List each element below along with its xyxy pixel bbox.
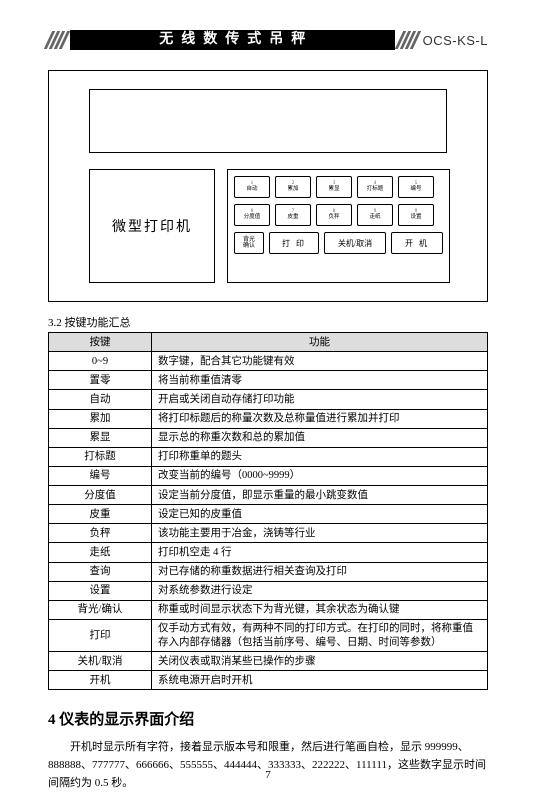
key-name-cell: 分度值 [49,486,152,505]
key-function-cell: 对系统参数进行设定 [152,581,488,600]
key-function-cell: 改变当前的编号（0000~9999） [152,466,488,485]
key-settings[interactable]: 0设置 [398,204,434,226]
key-name-cell: 关机/取消 [49,652,152,671]
key-name-cell: 走纸 [49,543,152,562]
key-function-cell: 设定已知的皮重值 [152,505,488,524]
key-function-cell: 开启或关闭自动存储打印功能 [152,390,488,409]
key-name-cell: 累显 [49,428,152,447]
device-diagram: 微型打印机 1自动 2累加 3累显 4打标题 5编号 6分度值 7皮重 8负秤 … [48,70,488,302]
function-table: 按键 功能 0~9数字键，配合其它功能键有效置零将当前称重值清零自动开启或关闭自… [48,332,488,690]
section-heading: 4 仪表的显示界面介绍 [48,708,488,729]
key-negative[interactable]: 8负秤 [316,204,352,226]
table-row: 开机系统电源开启时开机 [49,671,488,690]
key-auto[interactable]: 1自动 [234,176,270,198]
key-backlight-confirm[interactable]: 背光 确认 [234,232,264,254]
table-row: 查询对已存储的称重数据进行相关查询及打印 [49,562,488,581]
key-function-cell: 称重或时间显示状态下为背光键，其余状态为确认键 [152,600,488,619]
key-off-cancel[interactable]: 关机/取消 [324,232,386,254]
key-name-cell: 皮重 [49,505,152,524]
model-label: OCS-KS-L [423,33,488,48]
key-function-cell: 打印机空走 4 行 [152,543,488,562]
key-print-title[interactable]: 4打标题 [357,176,393,198]
table-row: 打印仅手动方式有效，有两种不同的打印方式。在打印的同时，将称重值存入内部存储器（… [49,619,488,651]
table-row: 分度值设定当前分度值，即显示重量的最小跳变数值 [49,486,488,505]
key-name-cell: 累加 [49,409,152,428]
key-name-cell: 打印 [49,619,152,651]
page-header: 无线数传式吊秤 OCS-KS-L [48,28,488,52]
key-on[interactable]: 开 机 [391,232,443,254]
key-function-cell: 该功能主要用于冶金，浇铸等行业 [152,524,488,543]
key-name-cell: 查询 [49,562,152,581]
key-tare[interactable]: 7皮重 [275,204,311,226]
key-name-cell: 负秤 [49,524,152,543]
header-hatch-right [394,31,420,49]
table-row: 设置对系统参数进行设定 [49,581,488,600]
key-function-cell: 系统电源开启时开机 [152,671,488,690]
key-name-cell: 设置 [49,581,152,600]
key-division[interactable]: 6分度值 [234,204,270,226]
key-function-cell: 对已存储的称重数据进行相关查询及打印 [152,562,488,581]
table-row: 关机/取消关闭仪表或取消某些已操作的步骤 [49,652,488,671]
key-name-cell: 自动 [49,390,152,409]
table-row: 置零将当前称重值清零 [49,371,488,390]
table-row: 走纸打印机空走 4 行 [49,543,488,562]
body-paragraph: 开机时显示所有字符，接着显示版本号和限重，然后进行笔画自检，显示 999999、… [48,739,488,792]
table-row: 编号改变当前的编号（0000~9999） [49,466,488,485]
table-row: 自动开启或关闭自动存储打印功能 [49,390,488,409]
key-function-cell: 关闭仪表或取消某些已操作的步骤 [152,652,488,671]
key-function-cell: 设定当前分度值，即显示重量的最小跳变数值 [152,486,488,505]
th-function: 功能 [152,333,488,352]
key-name-cell: 置零 [49,371,152,390]
printer-label: 微型打印机 [112,216,192,236]
table-row: 皮重设定已知的皮重值 [49,505,488,524]
key-number[interactable]: 5编号 [398,176,434,198]
header-hatch-left [44,31,70,49]
display-window [89,89,447,153]
key-total-display[interactable]: 3累显 [316,176,352,198]
key-name-cell: 打标题 [49,447,152,466]
key-function-cell: 打印称重单的题头 [152,447,488,466]
table-row: 0~9数字键，配合其它功能键有效 [49,352,488,371]
key-feed-paper[interactable]: 9走纸 [357,204,393,226]
key-name-cell: 开机 [49,671,152,690]
table-caption: 3.2 按键功能汇总 [48,314,488,330]
key-function-cell: 显示总的称重次数和总的累加值 [152,428,488,447]
key-print[interactable]: 打 印 [269,232,319,254]
table-row: 累加将打印标题后的称量次数及总称量值进行累加并打印 [49,409,488,428]
page-number: 7 [0,769,536,781]
key-function-cell: 数字键，配合其它功能键有效 [152,352,488,371]
key-accumulate[interactable]: 2累加 [275,176,311,198]
key-name-cell: 背光/确认 [49,600,152,619]
key-function-cell: 仅手动方式有效，有两种不同的打印方式。在打印的同时，将称重值存入内部存储器（包括… [152,619,488,651]
key-name-cell: 0~9 [49,352,152,371]
key-function-cell: 将打印标题后的称量次数及总称量值进行累加并打印 [152,409,488,428]
product-title: 无线数传式吊秤 [70,30,395,50]
printer-box: 微型打印机 [89,169,215,283]
table-row: 背光/确认称重或时间显示状态下为背光键，其余状态为确认键 [49,600,488,619]
table-row: 累显显示总的称重次数和总的累加值 [49,428,488,447]
th-key: 按键 [49,333,152,352]
key-name-cell: 编号 [49,466,152,485]
key-function-cell: 将当前称重值清零 [152,371,488,390]
table-row: 负秤该功能主要用于冶金，浇铸等行业 [49,524,488,543]
table-row: 打标题打印称重单的题头 [49,447,488,466]
keypad: 1自动 2累加 3累显 4打标题 5编号 6分度值 7皮重 8负秤 9走纸 0设… [227,169,450,283]
